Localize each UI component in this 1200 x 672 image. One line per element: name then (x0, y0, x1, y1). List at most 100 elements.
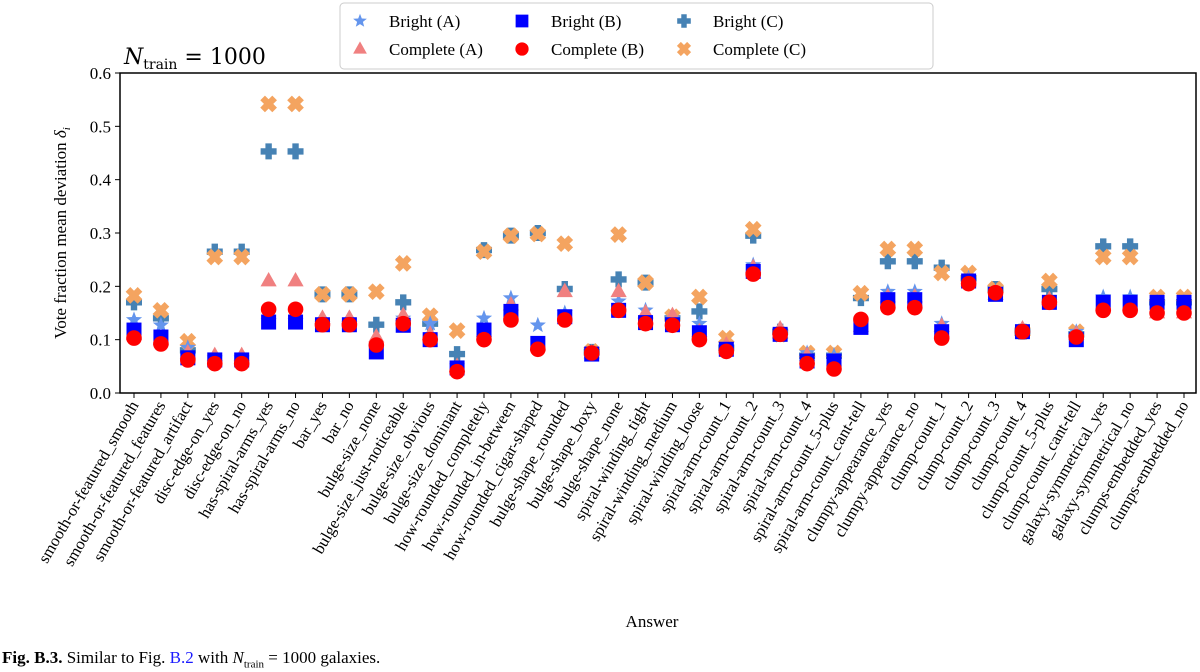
data-point (906, 253, 923, 270)
data-point (691, 288, 708, 306)
legend-item: Bright (B) (515, 12, 621, 31)
data-point (152, 316, 169, 333)
data-point (637, 315, 654, 332)
data-point-shape (691, 288, 708, 306)
data-point-shape (341, 285, 358, 303)
data-point (422, 315, 439, 331)
legend-item: Complete (B) (515, 40, 644, 59)
data-point (233, 243, 250, 260)
data-point-shape (529, 225, 547, 243)
caption-symbol: N (232, 648, 244, 667)
data-point (1014, 323, 1031, 340)
data-point (853, 311, 869, 328)
data-point (126, 294, 142, 311)
data-point (1068, 329, 1085, 345)
legend-item: Bright (A) (353, 12, 460, 31)
series-complete-b (126, 266, 1192, 380)
data-point (288, 314, 304, 330)
data-point (744, 220, 762, 238)
data-point (610, 302, 627, 319)
data-point (1176, 305, 1192, 321)
data-point (933, 264, 951, 282)
data-point-shape (933, 264, 951, 282)
data-point (987, 284, 1004, 301)
data-point-shape (287, 95, 304, 113)
data-point (691, 331, 708, 348)
data-point (368, 337, 385, 353)
data-point (718, 343, 735, 360)
data-point (583, 345, 600, 361)
data-point (314, 285, 331, 303)
data-point (1122, 238, 1139, 255)
series-bright-b (126, 263, 1192, 376)
data-point (180, 352, 196, 368)
data-point (664, 317, 681, 334)
data-point (1095, 302, 1112, 319)
legend-marker-icon (515, 42, 529, 56)
data-point (691, 303, 708, 320)
data-point (1149, 294, 1165, 310)
data-point-shape (610, 226, 627, 243)
data-point (906, 299, 923, 316)
title-symbol: N (123, 45, 144, 70)
data-point (206, 248, 224, 266)
data-point (206, 243, 223, 260)
data-point (125, 311, 143, 327)
data-point-shape (556, 235, 574, 253)
legend-item: Complete (C) (676, 40, 806, 59)
data-point (610, 271, 627, 288)
data-point (799, 355, 815, 372)
x-axis-label: Answer (626, 612, 679, 631)
data-point-shape (125, 287, 143, 304)
data-point (556, 312, 573, 328)
data-point (314, 316, 331, 333)
series-bright-c (126, 143, 1192, 364)
data-point (1149, 305, 1165, 321)
data-point (125, 287, 143, 304)
data-point (745, 227, 762, 244)
y-tick-label: 0.2 (90, 277, 111, 296)
caption-label: Fig. B.3. (2, 648, 63, 667)
data-point (637, 274, 654, 291)
data-point (260, 301, 277, 318)
ylabel-subscript: i (61, 127, 73, 130)
data-point-shape (367, 283, 385, 301)
data-point (1121, 248, 1139, 266)
data-point (852, 284, 870, 302)
data-point (556, 282, 573, 298)
data-point (826, 361, 842, 377)
data-point (394, 255, 412, 272)
data-point (287, 272, 304, 287)
y-tick-label: 0.1 (90, 331, 111, 350)
plot-frame (119, 72, 1197, 394)
data-point (610, 282, 627, 298)
data-point (153, 336, 169, 352)
data-point-shape (852, 284, 870, 302)
title-subscript: train (143, 57, 177, 73)
data-point (449, 346, 466, 363)
caption-text-2: with (193, 648, 233, 667)
series-complete-c (125, 95, 1193, 362)
data-point (529, 316, 546, 333)
data-point-shape (152, 301, 170, 319)
title-rest: = 1000 (177, 45, 265, 70)
caption-text-3: = 1000 galaxies. (264, 648, 381, 667)
data-point (448, 322, 466, 339)
data-point (341, 285, 358, 303)
y-tick-label: 0.6 (90, 64, 111, 83)
caption-figure-link[interactable]: B.2 (169, 648, 194, 667)
legend-item: Bright (C) (677, 12, 783, 31)
data-point (368, 316, 385, 333)
caption-subscript: train (243, 658, 265, 671)
data-point (879, 240, 897, 258)
data-point (502, 227, 520, 245)
data-point-shape (475, 243, 493, 261)
data-point (960, 275, 977, 292)
legend-marker-icon (515, 14, 529, 28)
data-point (206, 355, 223, 372)
data-point (879, 253, 896, 270)
data-point (556, 235, 574, 253)
legend-marker-icon (353, 13, 367, 27)
data-point (530, 341, 546, 358)
scatter-chart: 0.00.10.20.30.40.50.6smooth-or-featured_… (34, 2, 1197, 631)
